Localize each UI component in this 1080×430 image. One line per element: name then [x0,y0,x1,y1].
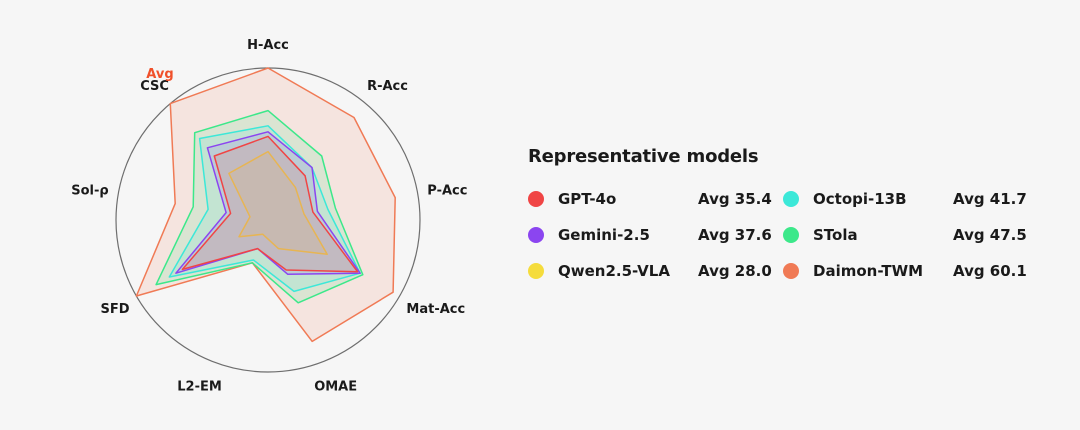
legend-title: Representative models [528,146,759,167]
axis-label-r-acc: R-Acc [367,79,408,94]
legend-item-gemini-2-5: Gemini-2.5 Avg 37.6 [528,223,783,247]
axis-label-sfd: SFD [101,302,130,317]
legend-dot-icon [528,227,544,243]
legend-model-name: Gemini-2.5 [558,226,650,244]
legend-model-name: GPT-4o [558,190,617,208]
legend-item-daimon-twm: Daimon-TWM Avg 60.1 [783,259,1038,283]
legend-grid: GPT-4o Avg 35.4 Octopi-13B Avg 41.7 Gemini-2… [528,187,1048,283]
legend-model-name: Daimon-TWM [813,262,924,280]
axis-label-sol-: Sol-ρ [71,183,108,198]
series-polygon-gpt-4o [181,135,359,273]
legend-model-avg: Avg 35.4 [698,190,772,208]
legend-item-qwen2-5-vla: Qwen2.5-VLA Avg 28.0 [528,259,783,283]
legend-model-avg: Avg 37.6 [698,226,772,244]
legend-model-avg: Avg 60.1 [953,262,1027,280]
legend-model-avg: Avg 41.7 [953,190,1027,208]
axis-label-h-acc: H-Acc [247,38,289,53]
legend-dot-icon [528,191,544,207]
legend-model-name: STola [813,226,858,244]
legend-dot-icon [783,227,799,243]
legend-dot-icon [783,191,799,207]
series-polygon-gemini-2-5 [175,131,361,276]
series-layer [135,67,396,343]
radar-chart: H-Acc R-Acc P-Acc Mat-Acc OMAE L2-EM SFD Sol-ρ C… [71,38,467,394]
legend-model-avg: Avg 28.0 [698,262,772,280]
series-polygon-stola [155,109,364,304]
axis-label-l2-em: L2-EM [177,379,222,394]
axis-label-mat-acc: Mat-Acc [406,302,465,317]
legend-model-avg: Avg 47.5 [953,226,1027,244]
axis-label-layer: H-Acc R-Acc P-Acc Mat-Acc OMAE L2-EM SFD Sol-ρ C… [71,38,467,394]
legend: Representative models GPT-4o Avg 35.4 Octo… [528,146,1048,283]
axis-label-csc: CSC [140,79,169,94]
legend-model-name: Octopi-13B [813,190,907,208]
legend-dot-icon [783,263,799,279]
legend-item-octopi-13b: Octopi-13B Avg 41.7 [783,187,1038,211]
avg-annotation: Avg [146,67,173,82]
axis-label-p-acc: P-Acc [427,183,467,198]
series-polygon-qwen2-5-vla [228,150,328,255]
legend-model-name: Qwen2.5-VLA [558,262,670,280]
axis-label-omae: OMAE [314,379,357,394]
legend-item-stola: STola Avg 47.5 [783,223,1038,247]
legend-item-gpt-4o: GPT-4o Avg 35.4 [528,187,783,211]
legend-dot-icon [528,263,544,279]
